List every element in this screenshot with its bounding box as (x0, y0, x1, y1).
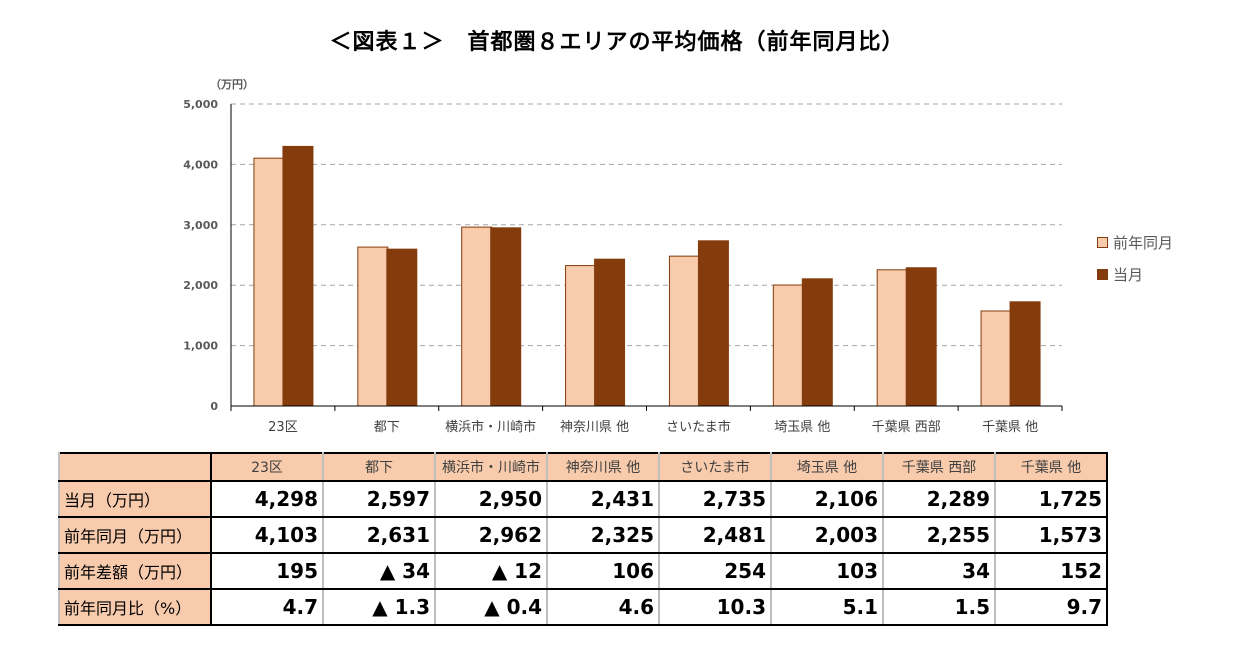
column-header: 神奈川県 他 (546, 453, 659, 482)
table-corner (58, 453, 212, 482)
legend-label: 当月 (1113, 265, 1144, 284)
table-row: 前年差額（万円） 195 ▲ 34 ▲ 12 106 254 103 34 152 (58, 553, 1107, 590)
table-cell: 9.7 (994, 589, 1107, 626)
bar-current (386, 248, 418, 407)
bar-previous (461, 226, 493, 407)
table-cell: 1,573 (994, 517, 1107, 554)
bar-previous (876, 269, 908, 407)
bar-current (1009, 301, 1041, 407)
x-tick-label: 横浜市・川崎市 (445, 419, 536, 435)
bar-current (594, 258, 626, 407)
column-header: さいたま市 (658, 453, 771, 482)
bar-previous (772, 284, 804, 407)
bar-current (282, 145, 314, 407)
table-cell: ▲ 1.3 (322, 589, 435, 626)
table-cell: ▲ 12 (434, 553, 547, 590)
table-cell: 2,325 (546, 517, 659, 554)
table-row: 当月（万円） 4,298 2,597 2,950 2,431 2,735 2,106 2,28… (58, 481, 1107, 518)
y-axis-unit-label: （万円） (210, 78, 254, 91)
x-tick-label: 都下 (374, 420, 400, 435)
table-cell: 4.6 (546, 589, 659, 626)
table-cell: 2,003 (770, 517, 883, 554)
table-row: 前年同月（万円） 4,103 2,631 2,962 2,325 2,481 2,003 2,… (58, 517, 1107, 554)
y-tick-label: 3,000 (183, 219, 218, 232)
table-cell: 106 (546, 553, 659, 590)
column-header: 埼玉県 他 (770, 453, 883, 482)
table-cell: 34 (882, 553, 995, 590)
table-cell: 1,725 (994, 481, 1107, 518)
x-tick-label: 千葉県 西部 (872, 420, 941, 435)
table-cell: 2,950 (434, 481, 547, 518)
table-cell: 4.7 (210, 589, 323, 626)
table-cell: 152 (994, 553, 1107, 590)
chart-title: ＜図表１＞ 首都圏８エリアの平均価格（前年同月比） (329, 30, 905, 55)
data-table: 23区 都下 横浜市・川崎市 神奈川県 他 さいたま市 埼玉県 他 千葉県 西部… (58, 452, 1108, 626)
column-header: 都下 (322, 453, 435, 482)
table-cell: 2,106 (770, 481, 883, 518)
legend-label: 前年同月 (1113, 233, 1174, 252)
table-cell: 2,597 (322, 481, 435, 518)
x-tick-label: 23区 (268, 420, 298, 435)
x-tick-label: 千葉県 他 (982, 420, 1038, 435)
table-cell: 2,631 (322, 517, 435, 554)
table-cell: 10.3 (658, 589, 771, 626)
table-cell: 5.1 (770, 589, 883, 626)
row-header: 前年同月（万円） (58, 517, 212, 554)
table-row: 前年同月比（%） 4.7 ▲ 1.3 ▲ 0.4 4.6 10.3 5.1 1.5 9.7 (58, 589, 1107, 626)
legend-item-current: 当月 (1097, 258, 1173, 290)
column-header: 23区 (210, 453, 323, 482)
legend-swatch (1097, 236, 1108, 248)
table-cell: 4,298 (210, 481, 323, 518)
table-cell: 2,735 (658, 481, 771, 518)
x-tick-label: 神奈川県 他 (560, 420, 629, 435)
y-tick-label: 4,000 (183, 158, 218, 171)
bar-current (801, 278, 833, 407)
table-cell: 4,103 (210, 517, 323, 554)
bar-previous (980, 310, 1012, 407)
column-header: 横浜市・川崎市 (434, 453, 547, 482)
table-header-row: 23区 都下 横浜市・川崎市 神奈川県 他 さいたま市 埼玉県 他 千葉県 西部… (58, 453, 1107, 482)
table-cell: 2,962 (434, 517, 547, 554)
column-header: 千葉県 他 (994, 453, 1107, 482)
y-tick-label: 5,000 (183, 98, 218, 111)
x-tick-label: 埼玉県 他 (774, 420, 830, 435)
table-cell: ▲ 0.4 (434, 589, 547, 626)
column-header: 千葉県 西部 (882, 453, 995, 482)
y-tick-label: 0 (210, 400, 218, 413)
bar-current (490, 227, 522, 407)
table-cell: 254 (658, 553, 771, 590)
table-cell: ▲ 34 (322, 553, 435, 590)
x-tick-label: さいたま市 (666, 419, 731, 435)
legend-swatch (1097, 268, 1108, 280)
row-header: 前年同月比（%） (58, 589, 212, 626)
legend: 前年同月 当月 (1097, 226, 1173, 290)
y-tick-label: 1,000 (183, 340, 218, 353)
table-cell: 2,431 (546, 481, 659, 518)
table-cell: 195 (210, 553, 323, 590)
bar-previous (253, 157, 285, 407)
table-cell: 2,289 (882, 481, 995, 518)
row-header: 前年差額（万円） (58, 553, 212, 590)
legend-item-previous: 前年同月 (1097, 226, 1173, 258)
bar-previous (668, 255, 700, 407)
table-cell: 103 (770, 553, 883, 590)
y-tick-label: 2,000 (183, 279, 218, 292)
bar-current (905, 267, 937, 407)
bar-previous (565, 265, 597, 407)
table-cell: 2,255 (882, 517, 995, 554)
table-cell: 1.5 (882, 589, 995, 626)
bar-chart: （万円） 0 1,000 2,000 3,000 4,000 5,000 23区 都下 横浜市・川… (183, 78, 1063, 435)
table-cell: 2,481 (658, 517, 771, 554)
row-header: 当月（万円） (58, 481, 212, 518)
bar-previous (357, 246, 389, 407)
bar-current (697, 240, 729, 407)
